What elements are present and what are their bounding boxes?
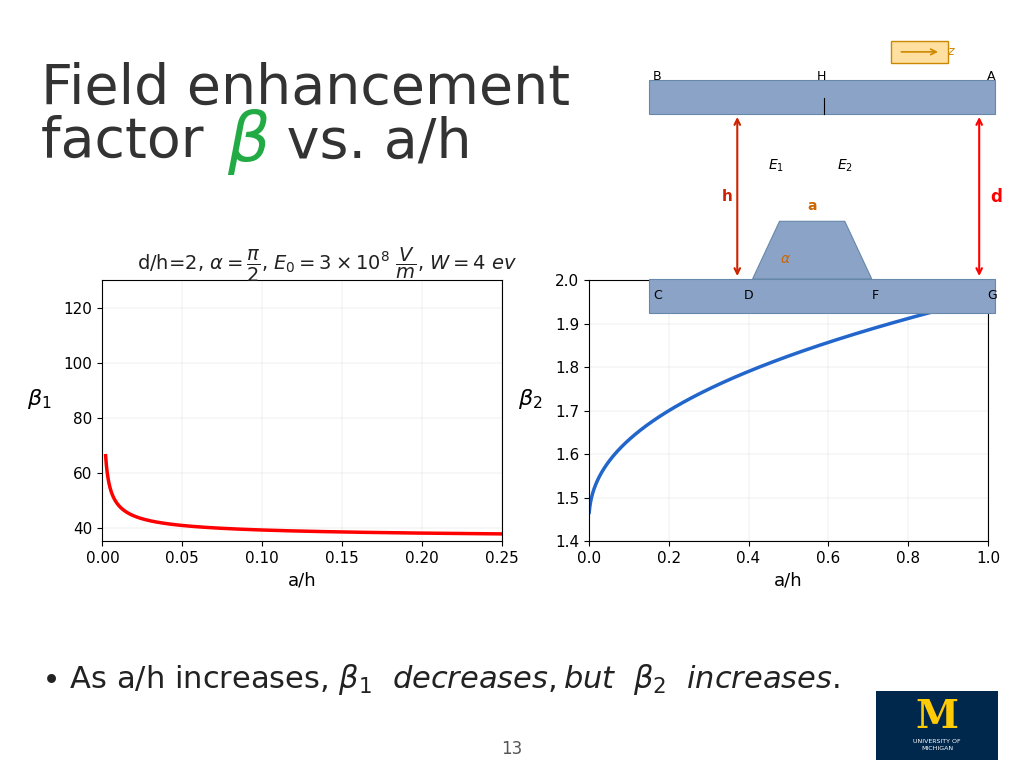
Y-axis label: $\beta_2$: $\beta_2$ (517, 387, 542, 411)
Text: B: B (653, 70, 662, 83)
X-axis label: a/h: a/h (774, 571, 803, 590)
Text: $\bullet$ As a/h increases, $\beta_1$  $\it{decreases, but}$  $\beta_2$  $\it{in: $\bullet$ As a/h increases, $\beta_1$ $\… (41, 662, 840, 697)
Text: d: d (991, 187, 1002, 206)
Text: M: M (915, 698, 958, 737)
Text: $\alpha$: $\alpha$ (780, 252, 791, 266)
Bar (649, 279, 994, 313)
Bar (649, 81, 994, 114)
Text: $E_2$: $E_2$ (837, 157, 853, 174)
Text: a: a (807, 200, 817, 214)
Polygon shape (753, 221, 871, 279)
Text: d/h=2, $\alpha = \dfrac{\pi}{2}$, $E_0 = 3 \times 10^8\ \dfrac{V}{m}$, $W = 4\ e: d/h=2, $\alpha = \dfrac{\pi}{2}$, $E_0 =… (137, 246, 518, 284)
Text: 13: 13 (502, 740, 522, 758)
Text: Field enhancement: Field enhancement (41, 61, 570, 115)
Text: z: z (946, 45, 953, 58)
Y-axis label: $\beta_1$: $\beta_1$ (27, 387, 51, 411)
Text: D: D (744, 290, 754, 303)
Text: A: A (987, 70, 995, 83)
Text: $\beta$: $\beta$ (227, 107, 270, 177)
Text: G: G (987, 290, 996, 303)
Text: F: F (872, 290, 879, 303)
Text: vs. a/h: vs. a/h (269, 115, 472, 169)
Text: C: C (653, 290, 662, 303)
X-axis label: a/h: a/h (288, 571, 316, 590)
Text: h: h (722, 189, 733, 204)
Text: H: H (817, 70, 826, 83)
FancyBboxPatch shape (891, 41, 948, 62)
Text: UNIVERSITY OF
MICHIGAN: UNIVERSITY OF MICHIGAN (913, 740, 961, 751)
Text: $E_1$: $E_1$ (768, 157, 783, 174)
Text: factor: factor (41, 115, 221, 169)
